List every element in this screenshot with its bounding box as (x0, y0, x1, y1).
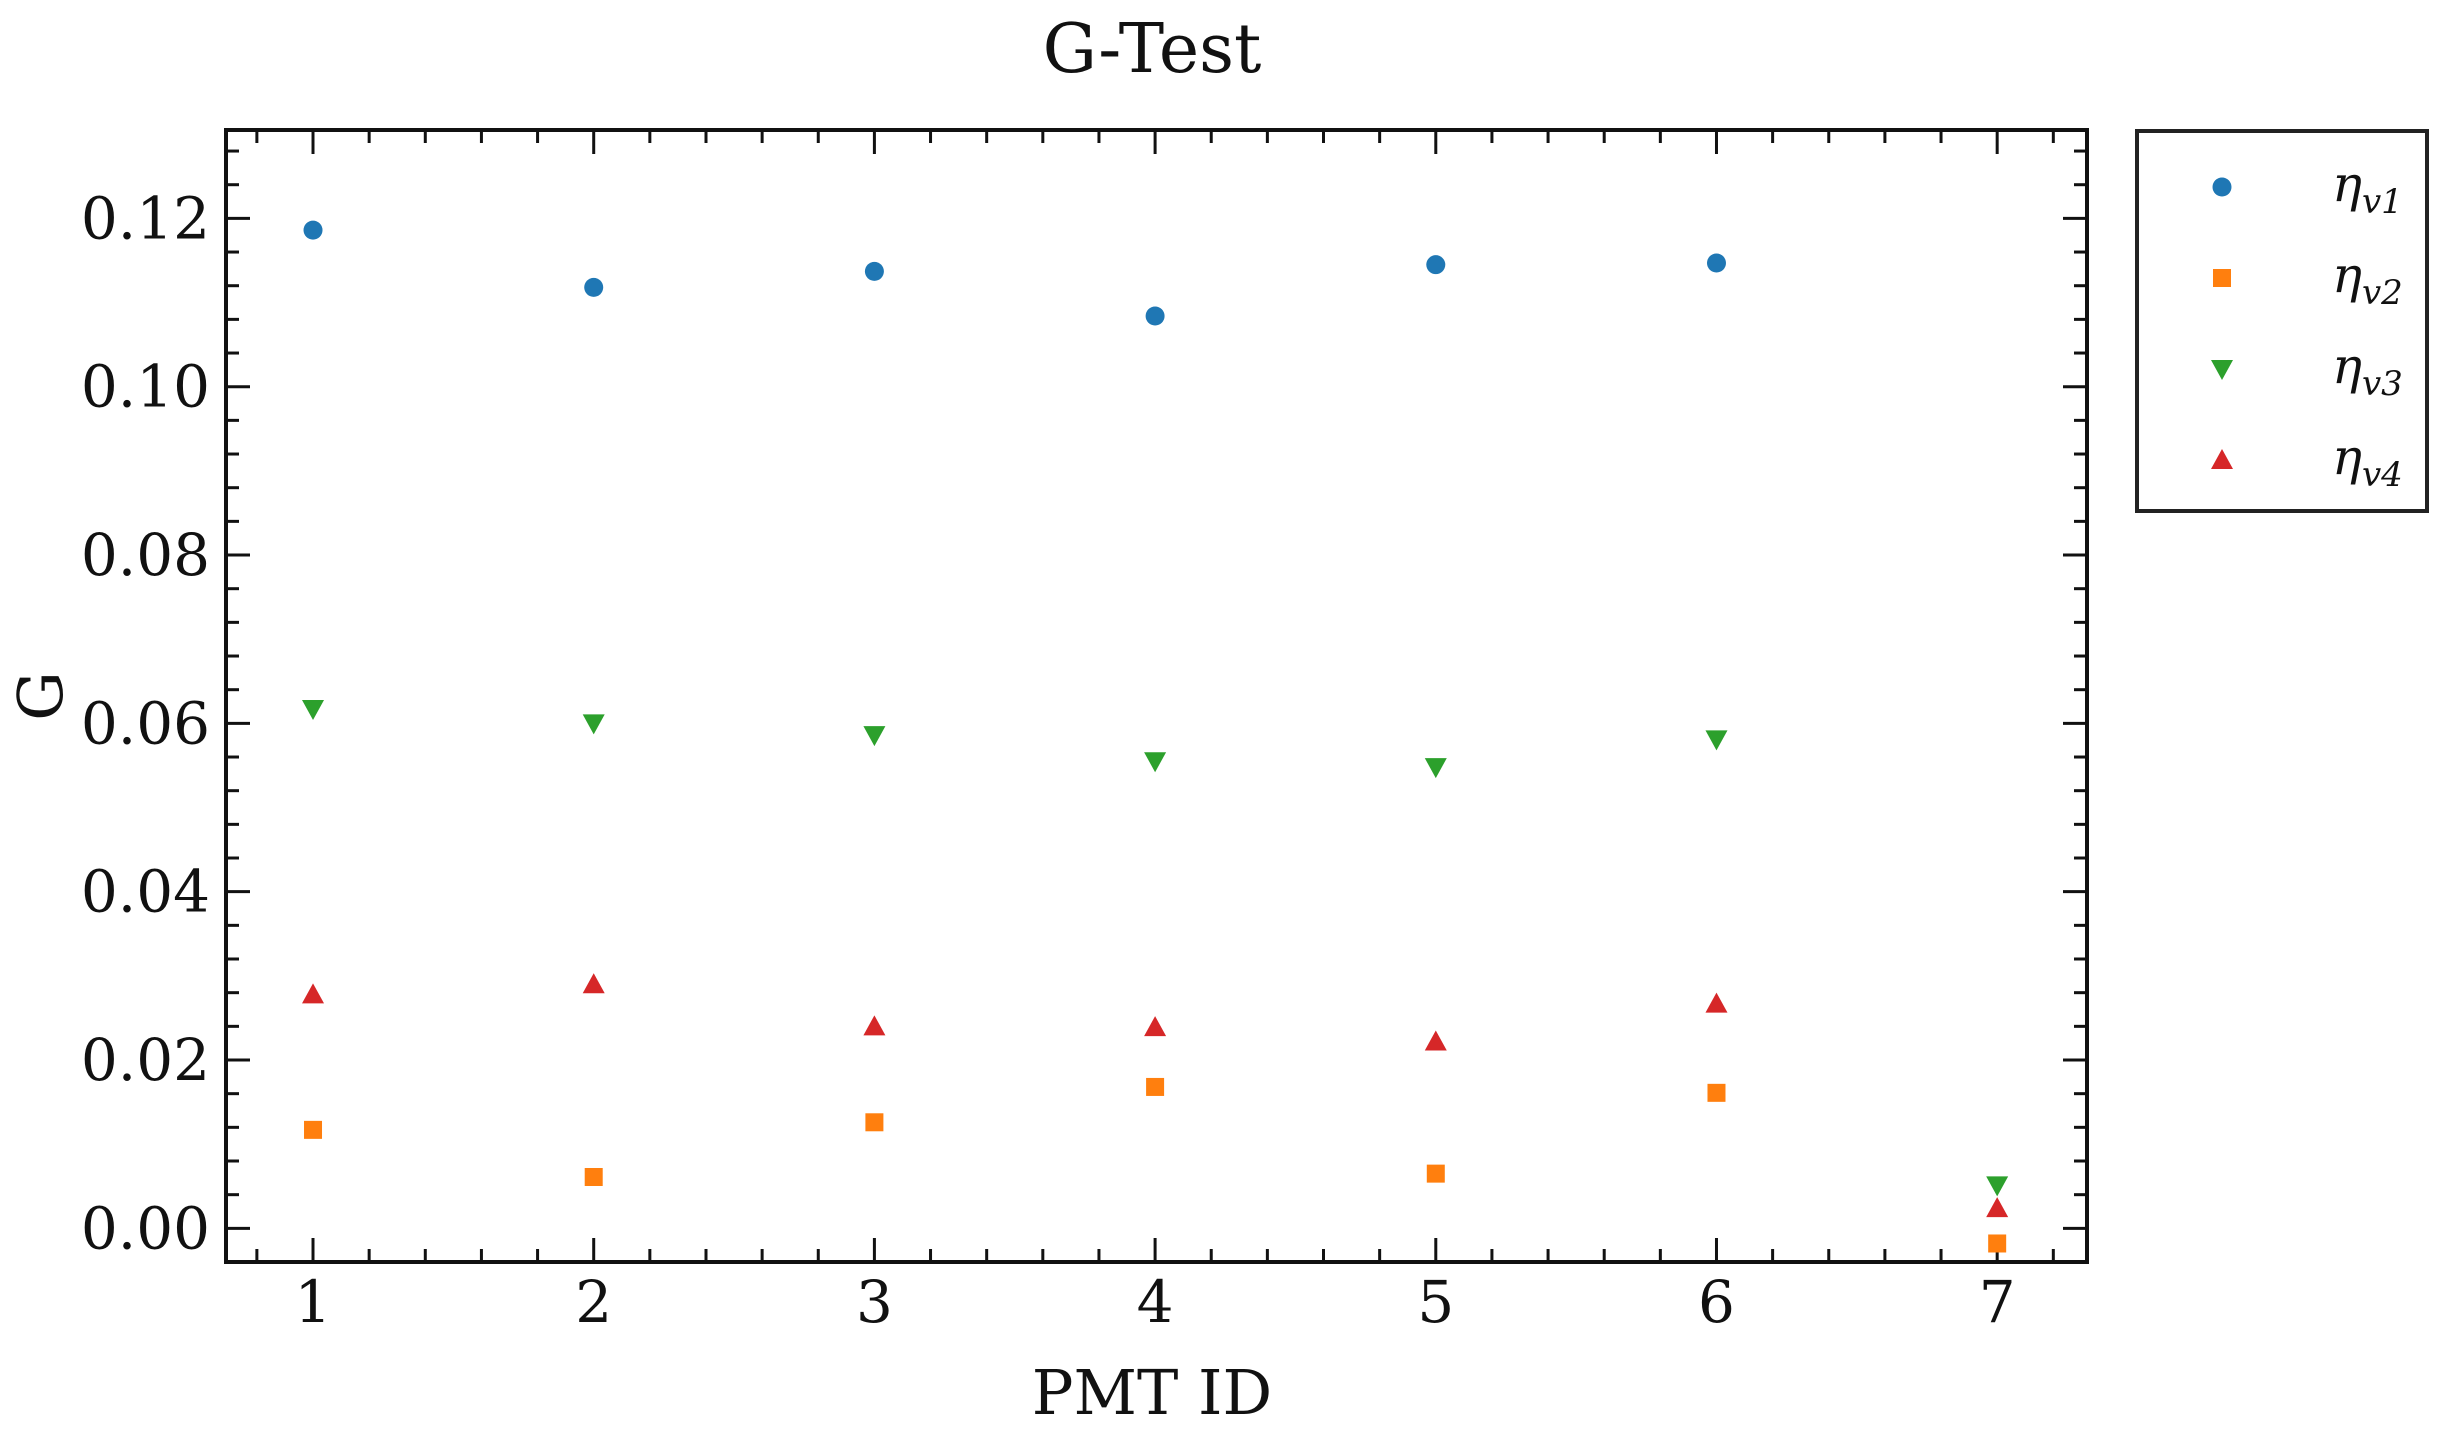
y-tick-label: 0.06 (81, 689, 210, 757)
data-point-v1 (1426, 255, 1446, 275)
legend-label-v4: ηv4 (2332, 428, 2403, 495)
data-point-v4 (582, 973, 605, 994)
data-point-v1 (1706, 253, 1726, 273)
legend: ηv1 ηv2 ηv3 ηv4 (2135, 129, 2429, 513)
data-point-v4 (1986, 1197, 2009, 1218)
y-tick-label: 0.00 (81, 1194, 210, 1262)
data-point-v1 (584, 277, 604, 297)
data-point-v2 (1707, 1083, 1726, 1102)
data-point-v4 (302, 983, 325, 1004)
plot-area-frame (224, 128, 2089, 1264)
data-point-v4 (1705, 992, 1728, 1013)
y-tick-label: 0.12 (81, 184, 210, 252)
data-point-v3 (302, 700, 325, 721)
y-tick-label: 0.08 (81, 521, 210, 589)
data-point-v2 (304, 1120, 323, 1139)
legend-marker-v1 (2212, 177, 2232, 197)
legend-marker-v4 (2211, 449, 2233, 469)
y-tick-label: 0.10 (81, 353, 210, 421)
x-tick-label: 3 (856, 1268, 893, 1336)
x-tick-label: 5 (1417, 1268, 1454, 1336)
data-point-v4 (1424, 1030, 1447, 1051)
data-point-v2 (584, 1167, 603, 1186)
data-point-v3 (863, 726, 886, 747)
x-tick-label: 2 (575, 1268, 612, 1336)
data-point-v3 (582, 714, 605, 735)
legend-marker-v2 (2213, 269, 2231, 287)
data-point-v4 (863, 1015, 886, 1036)
data-point-v3 (1986, 1176, 2009, 1197)
x-tick-label: 6 (1698, 1268, 1735, 1336)
data-point-v3 (1144, 752, 1167, 773)
data-point-v1 (1145, 306, 1165, 326)
x-tick-label: 1 (295, 1268, 332, 1336)
legend-label-v2: ηv2 (2332, 246, 2403, 313)
x-tick-labels: 1 2 3 4 5 6 7 (295, 1268, 2016, 1336)
x-axis-title: PMT ID (1032, 1356, 1272, 1429)
data-point-v2 (1146, 1077, 1165, 1096)
data-point-v3 (1424, 758, 1447, 779)
y-axis-title: G (4, 671, 77, 721)
data-point-v2 (1426, 1164, 1445, 1183)
x-tick-label: 4 (1137, 1268, 1174, 1336)
data-point-v2 (1988, 1234, 2007, 1253)
legend-marker-v3 (2211, 360, 2233, 380)
chart-title: G-Test (1043, 10, 1262, 89)
y-tick-label: 0.04 (81, 858, 210, 926)
legend-box (2135, 129, 2429, 513)
x-tick-label: 7 (1979, 1268, 2016, 1336)
data-point-v1 (303, 220, 323, 240)
data-point-v1 (864, 261, 884, 281)
legend-label-v3: ηv3 (2332, 337, 2403, 404)
legend-label-v1: ηv1 (2332, 155, 2403, 222)
data-point-v2 (865, 1113, 884, 1132)
y-tick-label: 0.02 (81, 1026, 210, 1094)
y-tick-labels: 0.00 0.02 0.04 0.06 0.08 0.10 0.12 (81, 184, 210, 1262)
data-point-v3 (1705, 730, 1728, 751)
data-point-v4 (1144, 1016, 1167, 1037)
data-points (302, 220, 2009, 1253)
